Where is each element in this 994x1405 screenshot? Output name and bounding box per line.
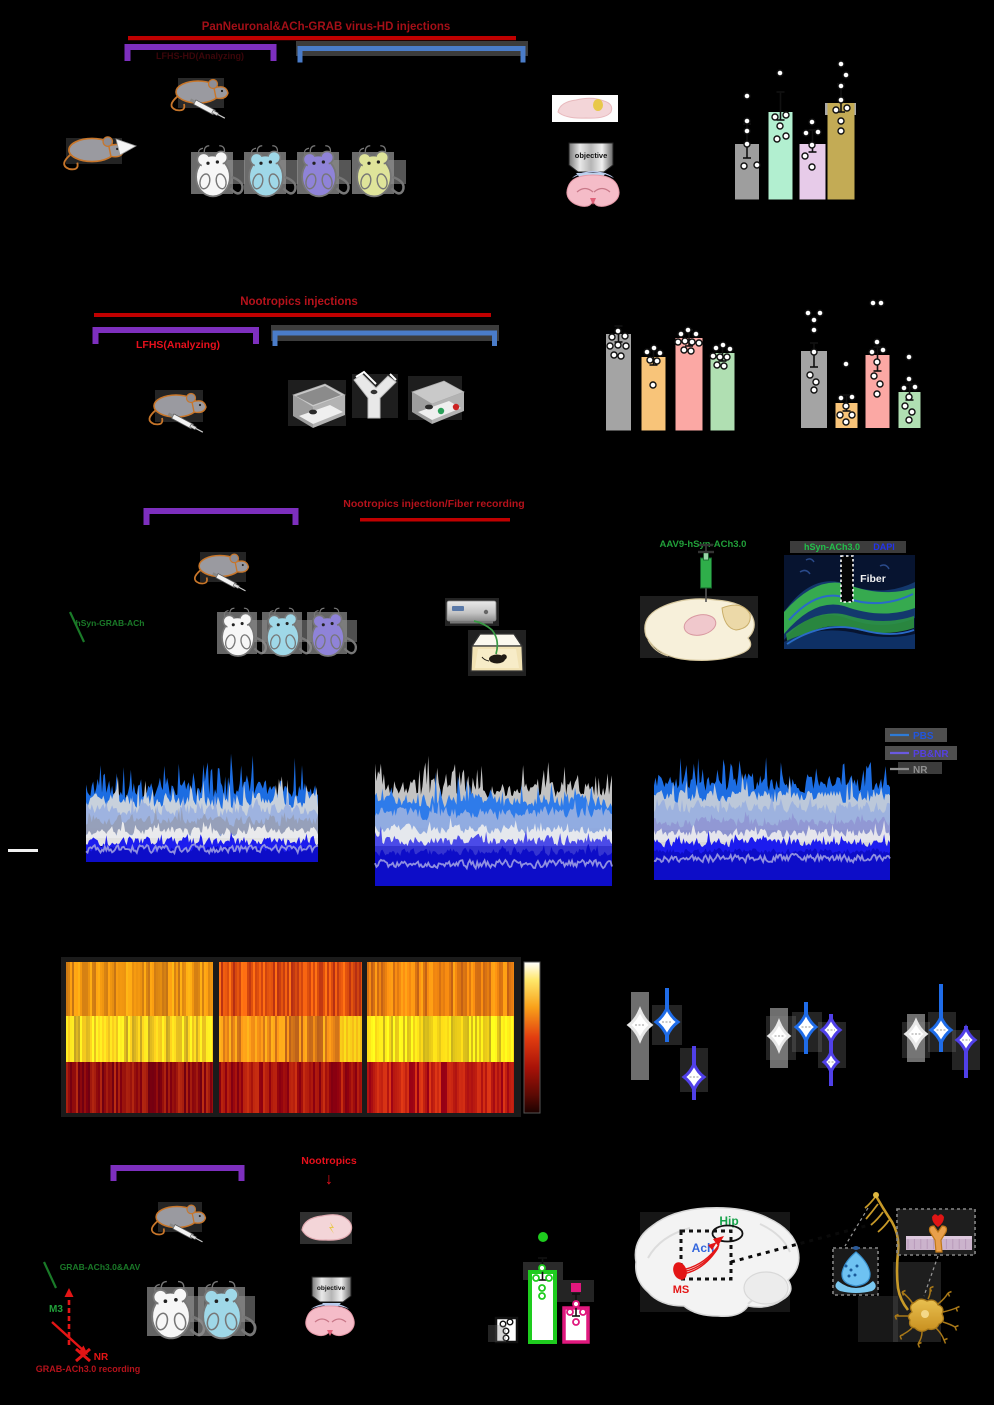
svg-text:hSyn-ACh3.0: hSyn-ACh3.0 <box>804 542 860 552</box>
svg-text:Fiber: Fiber <box>860 573 886 585</box>
svg-text:Ach: Ach <box>692 1241 715 1255</box>
svg-text:↓: ↓ <box>325 1171 333 1188</box>
svg-text:Nootropics injection/Fiber rec: Nootropics injection/Fiber recording <box>343 498 524 510</box>
svg-text:LFHS-HD(Analyzing): LFHS-HD(Analyzing) <box>156 51 244 61</box>
svg-text:LFHS(Analyzing): LFHS(Analyzing) <box>136 339 220 351</box>
svg-text:NR: NR <box>94 1352 109 1363</box>
svg-text:PBS: PBS <box>913 731 934 742</box>
svg-text:GRAB-ACh3.0&AAV: GRAB-ACh3.0&AAV <box>60 1262 141 1272</box>
svg-text:Hip: Hip <box>719 1214 738 1228</box>
svg-text:objective: objective <box>317 1285 346 1292</box>
svg-text:PB&NR: PB&NR <box>913 749 949 760</box>
svg-text:PanNeuronal&ACh-GRAB virus-HD: PanNeuronal&ACh-GRAB virus-HD injections <box>202 21 451 33</box>
svg-text:Nootropics: Nootropics <box>301 1155 357 1167</box>
svg-text:MS: MS <box>673 1284 690 1296</box>
svg-text:NR: NR <box>913 765 928 776</box>
svg-text:GRAB-ACh3.0 recording: GRAB-ACh3.0 recording <box>36 1364 141 1374</box>
svg-text:objective: objective <box>575 151 608 160</box>
svg-text:hSyn-GRAB-ACh: hSyn-GRAB-ACh <box>76 618 145 628</box>
svg-text:DAPI: DAPI <box>873 542 895 552</box>
svg-text:M3: M3 <box>49 1304 63 1315</box>
svg-text:Nootropics injections: Nootropics injections <box>240 296 358 308</box>
